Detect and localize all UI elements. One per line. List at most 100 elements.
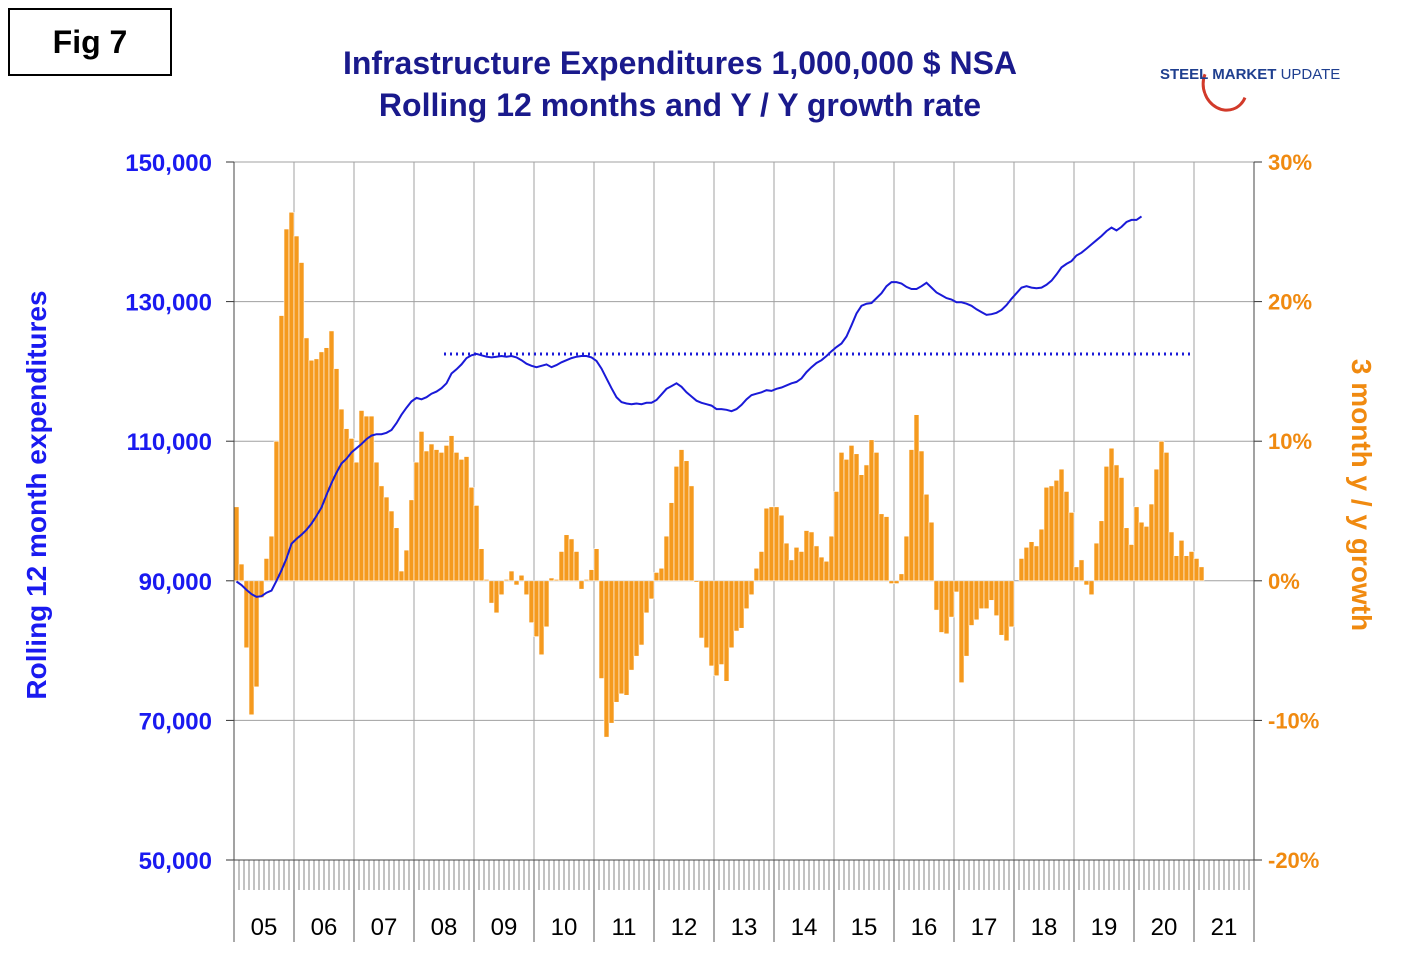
bar xyxy=(1193,558,1200,582)
bar xyxy=(308,359,315,582)
y-tick-label-right: 20% xyxy=(1268,290,1312,315)
bar xyxy=(288,211,295,582)
logo-text: STEEL MARKET UPDATE xyxy=(1160,66,1340,83)
bar xyxy=(668,502,675,582)
bar xyxy=(293,235,300,582)
bar xyxy=(1158,440,1165,582)
bar xyxy=(653,572,660,582)
bar xyxy=(618,580,625,695)
bar xyxy=(1198,566,1205,582)
bar xyxy=(818,556,825,582)
x-tick-label: 14 xyxy=(791,914,818,941)
bar xyxy=(628,580,635,671)
bar xyxy=(263,558,270,582)
bar xyxy=(1048,485,1055,582)
bar xyxy=(833,491,840,582)
x-tick-label: 18 xyxy=(1031,914,1058,941)
bar xyxy=(573,551,580,582)
bar xyxy=(448,435,455,582)
x-tick-label: 10 xyxy=(551,914,578,941)
bar xyxy=(578,580,585,590)
bar xyxy=(1133,506,1140,582)
bar xyxy=(753,567,760,582)
bar xyxy=(613,580,620,703)
y-tick-label-right: 0% xyxy=(1268,569,1300,594)
bar xyxy=(993,580,1000,616)
bar xyxy=(1068,512,1075,582)
bar xyxy=(588,569,595,582)
chart-title: Infrastructure Expenditures 1,000,000 $ … xyxy=(230,42,1130,126)
bar xyxy=(678,449,685,582)
bar xyxy=(423,450,430,582)
x-tick-label: 13 xyxy=(731,914,758,941)
figure-label-text: Fig 7 xyxy=(52,23,128,60)
bar xyxy=(1178,540,1185,582)
bar xyxy=(888,580,895,584)
bar xyxy=(478,548,485,582)
bar xyxy=(923,493,930,582)
bar xyxy=(393,527,400,582)
bar xyxy=(623,580,630,696)
bar xyxy=(398,570,405,582)
bar xyxy=(843,459,850,582)
bar xyxy=(893,580,900,584)
bar xyxy=(763,507,770,582)
bar xyxy=(633,580,640,657)
bar xyxy=(428,443,435,582)
bar xyxy=(373,461,380,582)
bar xyxy=(1018,558,1025,582)
bar xyxy=(1183,555,1190,582)
bar xyxy=(683,460,690,582)
bar xyxy=(908,449,915,582)
bar xyxy=(983,580,990,610)
bar xyxy=(583,579,590,582)
bar xyxy=(378,485,385,582)
bar xyxy=(1108,447,1115,582)
bar xyxy=(528,580,535,623)
chart-title-line1: Infrastructure Expenditures 1,000,000 $ … xyxy=(342,45,1018,81)
bar xyxy=(338,408,345,582)
expenditure-line xyxy=(235,215,1143,598)
bar xyxy=(1083,580,1090,586)
bar xyxy=(418,431,425,582)
bar xyxy=(1023,546,1030,582)
bar xyxy=(593,548,600,582)
y-axis-label-right: 3 month y / y growth xyxy=(1346,359,1377,631)
bar xyxy=(853,453,860,582)
bar xyxy=(878,513,885,582)
bar xyxy=(948,580,955,618)
bar xyxy=(413,461,420,582)
bar xyxy=(483,579,490,582)
logo-bold: STEEL MARKET xyxy=(1160,66,1277,83)
x-tick-label: 08 xyxy=(431,914,458,941)
bar xyxy=(553,579,560,582)
bar xyxy=(253,580,260,688)
bar xyxy=(638,580,645,646)
bar xyxy=(808,531,815,582)
bar xyxy=(568,538,575,582)
bar xyxy=(473,505,480,582)
bar xyxy=(803,530,810,582)
bar xyxy=(943,580,950,635)
x-tick-label: 06 xyxy=(311,914,338,941)
bar xyxy=(1153,468,1160,582)
bar xyxy=(493,580,500,614)
steel-market-update-logo: STEEL MARKET UPDATE xyxy=(1150,53,1370,119)
y-tick-label-left: 50,000 xyxy=(139,848,212,875)
bar xyxy=(388,510,395,582)
bar xyxy=(688,485,695,582)
bar xyxy=(438,452,445,582)
bar xyxy=(863,464,870,582)
bar xyxy=(1173,555,1180,582)
bar xyxy=(1143,526,1150,582)
y-tick-label-right: 30% xyxy=(1268,150,1312,175)
bar xyxy=(488,580,495,604)
bar xyxy=(733,580,740,632)
figure-label: Fig 7 xyxy=(8,8,172,76)
axes xyxy=(226,161,1262,942)
bar xyxy=(1188,551,1195,582)
bar xyxy=(523,580,530,596)
bar xyxy=(498,580,505,596)
x-tick-label: 12 xyxy=(671,914,698,941)
bar xyxy=(973,580,980,621)
